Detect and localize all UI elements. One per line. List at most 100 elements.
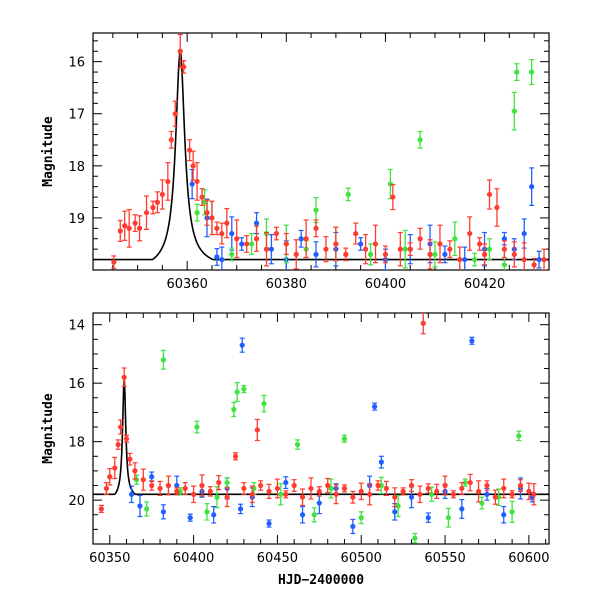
top-panel-y-axis-label: Magnitude bbox=[41, 116, 56, 187]
data-point bbox=[417, 491, 423, 497]
data-point bbox=[341, 485, 348, 492]
data-point bbox=[333, 241, 339, 247]
data-point bbox=[481, 251, 488, 257]
x-tick-label: 60400 bbox=[365, 277, 406, 292]
data-point bbox=[268, 246, 275, 252]
data-point bbox=[408, 494, 415, 500]
data-point bbox=[450, 491, 457, 497]
data-point bbox=[434, 488, 440, 494]
data-point bbox=[479, 500, 485, 506]
data-point bbox=[442, 251, 448, 257]
data-point bbox=[140, 477, 146, 483]
data-point bbox=[181, 64, 187, 70]
data-point bbox=[172, 111, 178, 117]
data-point bbox=[273, 230, 279, 237]
x-tick-label: 60420 bbox=[464, 277, 505, 292]
x-tick-label: 60350 bbox=[89, 551, 130, 566]
data-point bbox=[254, 427, 260, 433]
data-point bbox=[207, 488, 213, 494]
data-point bbox=[459, 506, 465, 512]
data-point bbox=[501, 236, 507, 242]
data-point bbox=[219, 256, 225, 263]
data-point bbox=[121, 374, 127, 380]
data-point bbox=[137, 503, 143, 509]
data-point bbox=[174, 482, 180, 489]
x-tick-label: 60400 bbox=[173, 551, 214, 566]
data-point bbox=[531, 262, 537, 268]
data-point bbox=[194, 210, 200, 216]
data-point bbox=[231, 406, 237, 413]
data-point bbox=[249, 491, 255, 497]
bottom-panel-points bbox=[98, 313, 537, 544]
data-point bbox=[475, 488, 482, 494]
x-tick-label: 60550 bbox=[424, 551, 465, 566]
data-point bbox=[189, 181, 195, 187]
data-point bbox=[136, 225, 143, 231]
data-point bbox=[253, 236, 260, 242]
data-point bbox=[258, 482, 264, 489]
data-point bbox=[278, 491, 284, 497]
data-point bbox=[397, 246, 403, 252]
data-point bbox=[467, 230, 473, 237]
data-point bbox=[494, 204, 500, 211]
data-point bbox=[486, 246, 493, 252]
data-point bbox=[299, 512, 306, 518]
data-point bbox=[372, 241, 379, 247]
data-point bbox=[168, 137, 174, 143]
data-point bbox=[274, 485, 281, 492]
data-point bbox=[182, 485, 188, 492]
data-point bbox=[392, 509, 398, 515]
data-point bbox=[432, 251, 438, 257]
data-point bbox=[132, 468, 138, 474]
data-point bbox=[174, 488, 180, 494]
data-point bbox=[420, 320, 426, 326]
data-point bbox=[308, 485, 314, 492]
data-point bbox=[462, 479, 468, 486]
data-point bbox=[445, 515, 452, 521]
data-point bbox=[358, 241, 364, 247]
data-point bbox=[358, 515, 364, 521]
data-point bbox=[232, 453, 239, 459]
data-point bbox=[311, 512, 317, 518]
data-point bbox=[501, 246, 507, 252]
y-tick-label: 17 bbox=[68, 108, 85, 123]
data-point bbox=[214, 225, 220, 231]
y-tick-label: 18 bbox=[68, 436, 85, 451]
bottom-panel-ticks bbox=[92, 313, 549, 545]
data-point bbox=[219, 230, 225, 237]
data-point bbox=[313, 207, 319, 213]
data-point bbox=[303, 236, 309, 242]
data-point bbox=[187, 515, 193, 521]
top-panel: 60360 60380 60400 60420 16 17 18 19 Magnitude bbox=[41, 32, 550, 292]
data-point bbox=[452, 236, 458, 242]
data-point bbox=[216, 479, 222, 486]
data-point bbox=[531, 491, 537, 497]
data-point bbox=[514, 69, 520, 75]
data-point bbox=[400, 488, 406, 494]
data-point bbox=[363, 246, 369, 252]
data-point bbox=[509, 509, 515, 515]
bottom-panel: 60350 60400 60450 60500 60550 60600 14 16 18 20 M… bbox=[41, 312, 550, 588]
data-point bbox=[261, 401, 267, 407]
data-point bbox=[149, 482, 155, 489]
data-point bbox=[459, 485, 465, 492]
data-point bbox=[160, 509, 167, 515]
data-point bbox=[425, 485, 431, 492]
data-point bbox=[501, 262, 507, 268]
x-tick-label: 60500 bbox=[341, 551, 382, 566]
data-point bbox=[353, 230, 359, 237]
data-point bbox=[149, 474, 155, 480]
data-point bbox=[316, 500, 322, 506]
data-point bbox=[316, 488, 322, 494]
data-point bbox=[165, 482, 172, 489]
y-tick-label: 16 bbox=[68, 377, 85, 392]
data-point bbox=[323, 246, 329, 252]
top-panel-tick-labels: 60360 60380 60400 60420 16 17 18 19 bbox=[68, 56, 505, 292]
data-point bbox=[190, 491, 197, 497]
data-point bbox=[447, 246, 453, 252]
data-point bbox=[150, 204, 156, 211]
data-point bbox=[154, 199, 161, 205]
data-point bbox=[462, 256, 468, 263]
top-panel-ticks bbox=[93, 33, 549, 271]
